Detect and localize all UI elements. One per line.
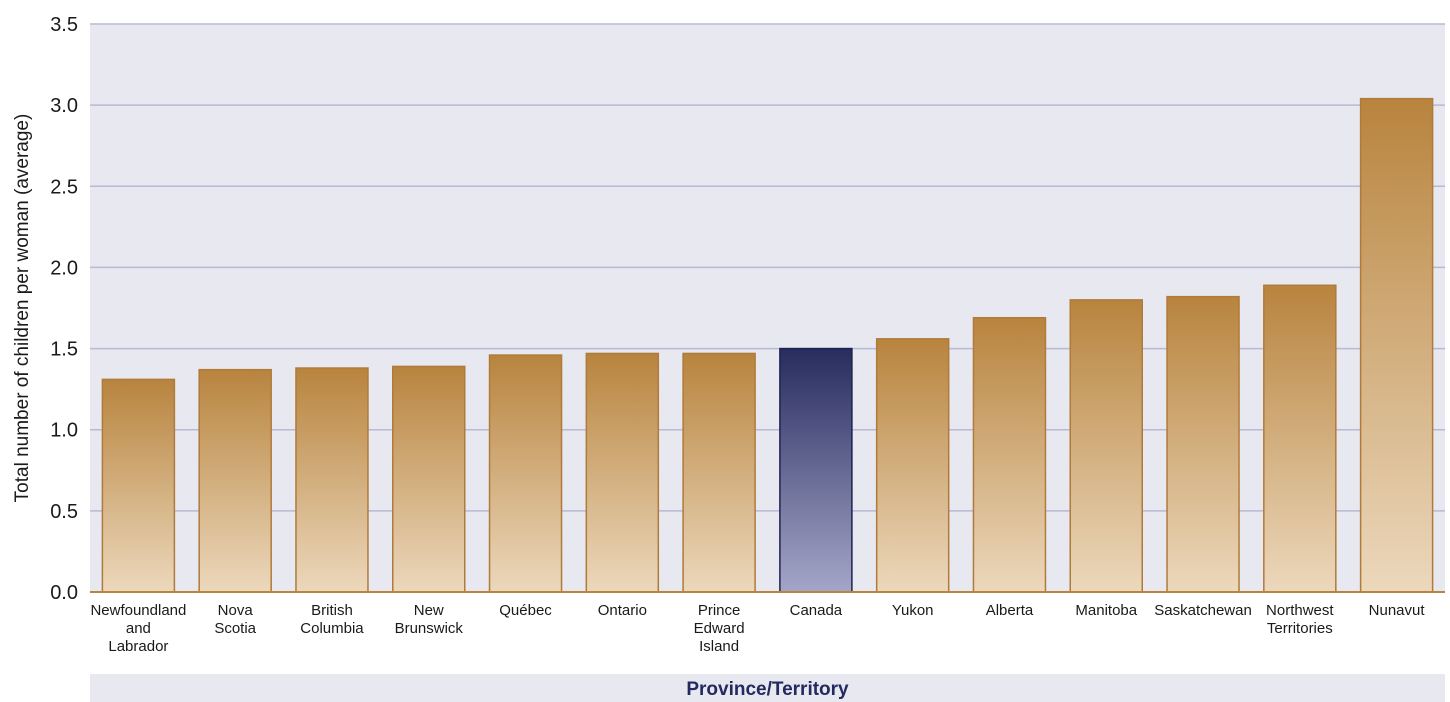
bar	[1069, 299, 1143, 593]
y-tick-labels: 0.0 0.5 1.0 1.5 2.0 2.5 3.0 3.5	[50, 14, 78, 604]
bar	[682, 352, 756, 593]
x-tick-label: Nunavut	[1369, 602, 1426, 619]
y-axis-label: Total number of children per woman (aver…	[12, 114, 33, 503]
bar	[972, 316, 1047, 593]
bar	[875, 338, 950, 593]
bar	[295, 367, 369, 593]
x-axis-label-band	[90, 674, 1445, 702]
x-axis-label: Province/Territory	[686, 679, 849, 700]
x-tick-label: Prince Edward Island	[694, 602, 745, 655]
y-tick-label: 0.0	[50, 582, 78, 604]
bar	[1166, 295, 1240, 593]
y-tick-label: 2.5	[50, 176, 78, 198]
x-tick-label: Québec	[499, 602, 552, 619]
x-tick-labels: Newfoundland and Labrador Nova Scotia British…	[90, 602, 1425, 655]
y-tick-label: 3.5	[50, 14, 78, 36]
plot-area	[90, 24, 1445, 592]
bar	[1263, 284, 1337, 593]
bar	[198, 368, 272, 593]
x-tick-label: Canada	[790, 602, 843, 619]
x-tick-label: Manitoba	[1075, 602, 1137, 619]
x-tick-label: Ontario	[598, 602, 647, 619]
bar	[1359, 97, 1434, 593]
bar	[488, 354, 563, 593]
x-tick-label: Saskatchewan	[1154, 602, 1252, 619]
x-tick-label: Newfoundland and Labrador	[90, 602, 186, 655]
y-tick-label: 0.5	[50, 501, 78, 523]
x-tick-label: British Columbia	[300, 602, 364, 637]
y-tick-label: 3.0	[50, 95, 78, 117]
bar-canada-highlight	[779, 347, 853, 593]
x-tick-label: Alberta	[986, 602, 1034, 619]
bar	[585, 352, 660, 593]
x-tick-label: Nova Scotia	[214, 602, 256, 637]
bar	[101, 378, 176, 593]
x-tick-label: New Brunswick	[395, 602, 464, 637]
bar	[392, 365, 466, 593]
bars	[101, 97, 1434, 593]
y-tick-label: 1.0	[50, 420, 78, 442]
x-tick-label: Yukon	[892, 602, 934, 619]
y-tick-label: 2.0	[50, 257, 78, 279]
y-tick-label: 1.5	[50, 339, 78, 361]
x-tick-label: Northwest Territories	[1266, 602, 1334, 637]
